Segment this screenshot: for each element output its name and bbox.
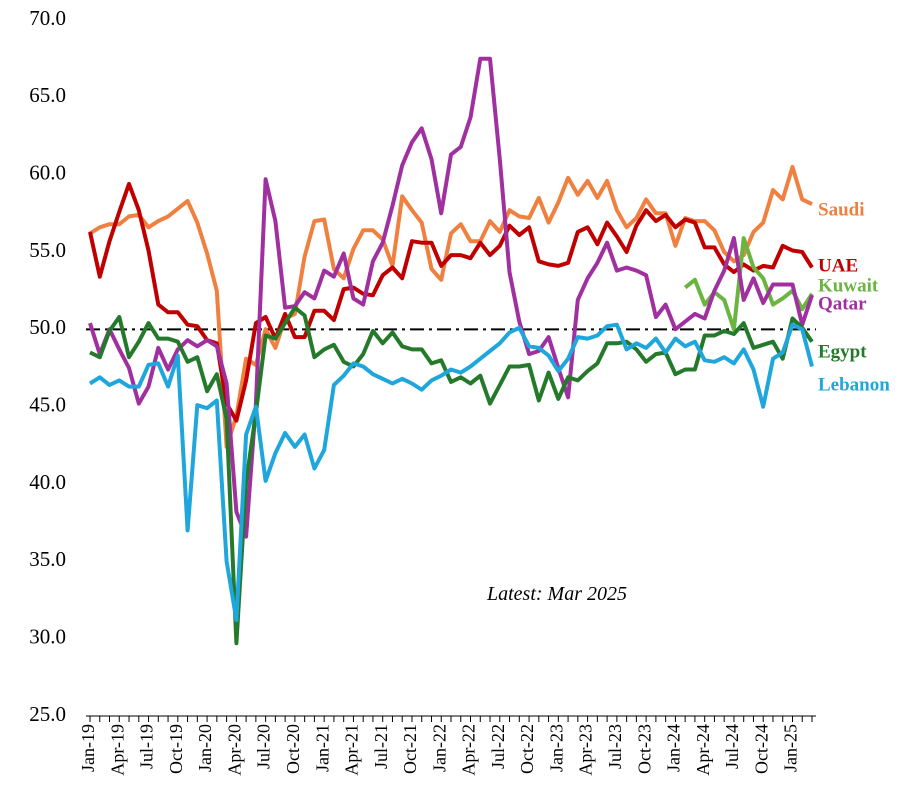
series-label: Lebanon — [818, 374, 890, 395]
x-tick-label: Jan-21 — [312, 724, 332, 772]
x-tick-label: Jul-21 — [371, 724, 391, 769]
series-line — [683, 236, 814, 332]
x-tick-label: Apr-23 — [576, 724, 596, 776]
x-tick-label: Oct-23 — [634, 724, 654, 774]
x-tick-label: Apr-24 — [693, 724, 713, 776]
y-tick-label: 35.0 — [29, 547, 66, 571]
x-tick-label: Oct-21 — [400, 724, 420, 774]
x-tick-label: Apr-20 — [224, 724, 244, 776]
x-tick-label: Apr-22 — [459, 724, 479, 776]
x-tick-label: Oct-24 — [751, 724, 771, 774]
series-label: UAE — [818, 255, 858, 276]
x-tick-label: Jul-24 — [722, 724, 742, 769]
x-tick-label: Jan-19 — [78, 724, 98, 772]
series-label: Saudi — [818, 199, 864, 220]
x-tick-label: Jul-20 — [254, 724, 274, 769]
series-label: Kuwait — [818, 275, 879, 296]
y-tick-label: 25.0 — [29, 702, 66, 726]
x-tick-label: Apr-19 — [107, 724, 127, 776]
x-tick-label: Jul-19 — [137, 724, 157, 769]
x-tick-label: Jan-25 — [781, 724, 801, 772]
series-line — [89, 305, 814, 646]
y-tick-label: 70.0 — [29, 6, 66, 30]
annotation: Latest: Mar 2025 — [486, 583, 627, 605]
x-tick-label: Oct-22 — [517, 724, 537, 774]
x-tick-label: Oct-19 — [166, 724, 186, 774]
x-tick-label: Jul-22 — [488, 724, 508, 769]
y-tick-label: 55.0 — [29, 238, 66, 262]
x-tick-label: Jan-24 — [664, 724, 684, 772]
series-label: Egypt — [818, 341, 867, 362]
x-tick-label: Jan-20 — [195, 724, 215, 772]
x-tick-label: Apr-21 — [342, 724, 362, 776]
series-label: Qatar — [818, 293, 867, 314]
y-tick-label: 40.0 — [29, 470, 66, 494]
series-line — [88, 322, 814, 623]
x-tick-label: Jan-23 — [546, 724, 566, 772]
y-tick-label: 30.0 — [29, 624, 66, 648]
x-tick-label: Jul-23 — [605, 724, 625, 769]
y-tick-label: 65.0 — [29, 83, 66, 107]
x-tick-label: Jan-22 — [429, 724, 449, 772]
y-tick-label: 50.0 — [29, 315, 66, 339]
series-line — [88, 56, 814, 539]
y-tick-label: 60.0 — [29, 160, 66, 184]
x-tick-label: Oct-20 — [283, 724, 303, 774]
y-tick-label: 45.0 — [29, 392, 66, 416]
